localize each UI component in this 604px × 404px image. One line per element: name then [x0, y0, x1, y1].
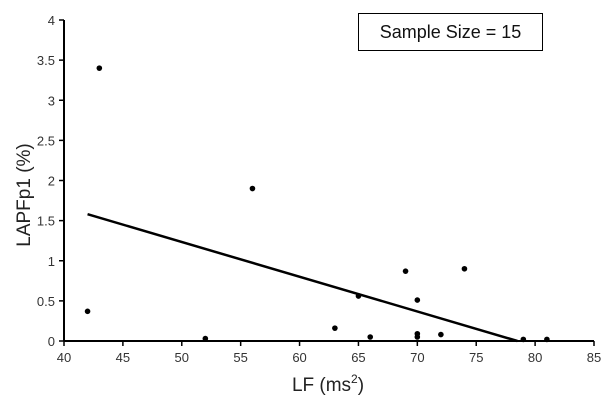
data-point: [202, 335, 209, 342]
data-points: [84, 65, 550, 343]
y-tick-label: 1.5: [37, 214, 55, 229]
data-point: [544, 336, 550, 343]
data-point: [332, 325, 338, 331]
x-tick-label: 45: [116, 350, 130, 365]
x-tick-label: 80: [528, 350, 542, 365]
data-point: [414, 297, 421, 303]
x-tick-label: 85: [587, 350, 601, 365]
x-tick-label: 50: [175, 350, 189, 365]
x-tick-label: 60: [292, 350, 306, 365]
data-point: [414, 334, 421, 340]
trendline: [87, 213, 518, 343]
y-tick-label: 0: [48, 334, 55, 349]
y-tick-label: 4: [48, 13, 55, 28]
x-axis-title-end: ): [358, 375, 364, 396]
y-tick-label: 3: [48, 93, 55, 108]
y-tick-label: 3.5: [37, 53, 55, 68]
x-tick-label: 40: [57, 350, 71, 365]
x-axis-title-sup: 2: [351, 372, 358, 386]
data-point: [96, 65, 103, 71]
x-tick-label: 70: [410, 350, 424, 365]
sample-size-annotation: Sample Size = 15: [358, 13, 543, 51]
data-point: [249, 185, 256, 192]
y-tick-label: 0.5: [37, 294, 55, 309]
y-tick-label: 1: [48, 254, 55, 269]
y-axis-title: LAPFp1 (%): [14, 143, 35, 246]
data-point: [520, 336, 527, 343]
x-axis-title: LF (ms2): [292, 372, 364, 396]
y-tick-label: 2.5: [37, 133, 55, 148]
data-point: [461, 265, 468, 272]
x-tick-label: 75: [469, 350, 483, 365]
x-axis-title-main: LF (ms: [292, 375, 351, 396]
data-point: [355, 293, 362, 299]
data-point: [367, 334, 374, 340]
y-axis-ticks: 0 0.5 1 1.5 2 2.5 3 3.5 4: [37, 13, 64, 349]
data-point: [84, 308, 91, 315]
data-point: [438, 331, 444, 338]
x-tick-label: 65: [351, 350, 365, 365]
y-tick-label: 2: [48, 174, 55, 189]
x-tick-label: 55: [233, 350, 247, 365]
x-axis-ticks: 40 45 50 55 60 65 70 75 80 85: [57, 341, 601, 365]
data-point: [402, 268, 409, 274]
